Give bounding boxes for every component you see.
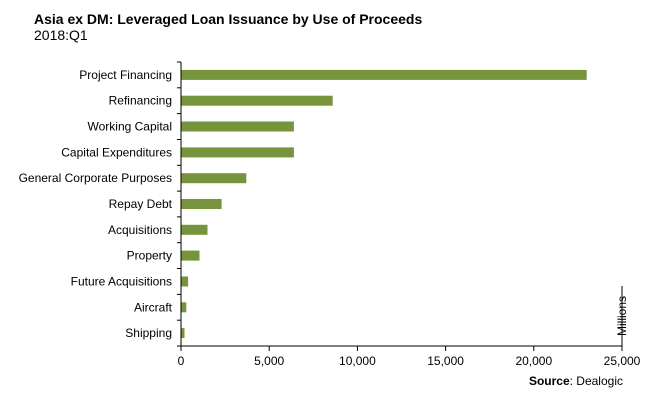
chart-title: Asia ex DM: Leveraged Loan Issuance by U… bbox=[34, 11, 423, 27]
bar-6 bbox=[181, 224, 208, 235]
x-tick-label-3: 15,000 bbox=[427, 354, 464, 368]
category-label-0: Project Financing bbox=[79, 68, 172, 82]
x-tick-label-2: 10,000 bbox=[339, 354, 376, 368]
category-label-10: Shipping bbox=[125, 326, 172, 340]
category-label-3: Capital Expenditures bbox=[61, 145, 172, 159]
bar-10 bbox=[181, 328, 185, 339]
category-label-7: Property bbox=[127, 249, 172, 263]
category-label-4: General Corporate Purposes bbox=[19, 171, 172, 185]
category-label-8: Future Acquisitions bbox=[71, 275, 172, 289]
unit-label: Millions bbox=[615, 296, 629, 336]
category-label-2: Working Capital bbox=[88, 120, 172, 134]
bar-4 bbox=[181, 173, 247, 184]
x-tick-label-1: 5,000 bbox=[254, 354, 284, 368]
category-label-6: Acquisitions bbox=[108, 223, 172, 237]
bar-3 bbox=[181, 147, 294, 158]
bar-0 bbox=[181, 69, 587, 80]
bar-7 bbox=[181, 250, 200, 261]
x-tick-label-4: 20,000 bbox=[515, 354, 552, 368]
source-label: Source bbox=[528, 374, 570, 388]
x-tick-label-0: 0 bbox=[178, 354, 185, 368]
bar-9 bbox=[181, 302, 187, 313]
category-label-9: Aircraft bbox=[134, 300, 173, 314]
bar-8 bbox=[181, 276, 189, 287]
chart-subtitle: 2018:Q1 bbox=[34, 27, 88, 43]
bar-5 bbox=[181, 199, 222, 209]
x-tick-label-5: 25,000 bbox=[604, 354, 641, 368]
bar-1 bbox=[181, 95, 333, 106]
source-note: Source: Dealogic bbox=[529, 374, 623, 388]
category-label-1: Refinancing bbox=[109, 94, 172, 108]
category-label-5: Repay Debt bbox=[109, 197, 173, 211]
source-text: : Dealogic bbox=[569, 374, 623, 388]
bar-2 bbox=[181, 121, 294, 132]
